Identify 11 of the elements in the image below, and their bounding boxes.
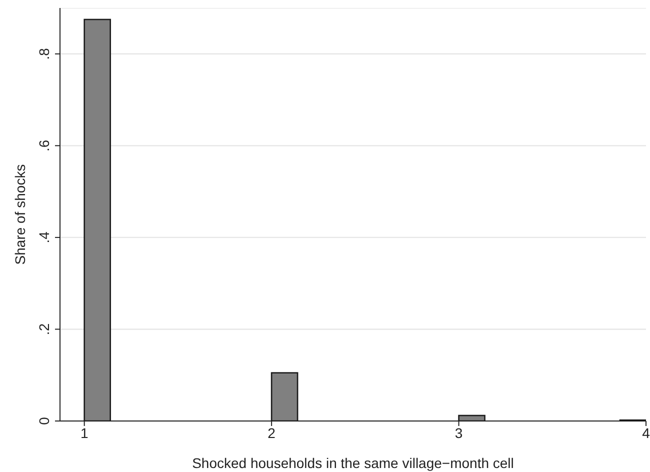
- y-tick-label: 0: [36, 416, 52, 425]
- x-tick-label: 2: [268, 424, 276, 441]
- y-tick-label: .8: [36, 48, 52, 60]
- y-axis-title: Share of shocks: [12, 164, 28, 265]
- y-tick-label: .2: [36, 323, 52, 336]
- x-axis-title: Shocked households in the same village−month cell: [192, 455, 514, 471]
- y-tick-label: .4: [36, 231, 52, 244]
- x-tick-label: 3: [454, 424, 463, 441]
- x-tick-label: 1: [80, 424, 88, 441]
- y-tick-label: .6: [36, 140, 52, 152]
- x-tick-label: 4: [642, 424, 650, 441]
